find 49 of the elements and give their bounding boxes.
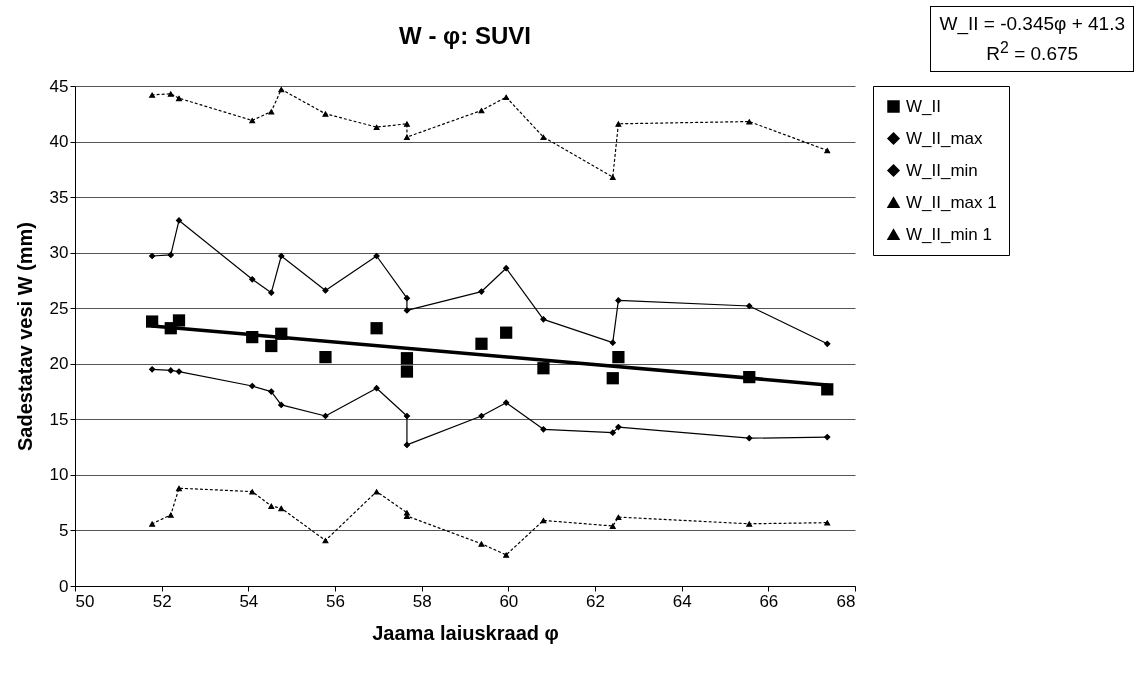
y-tick-label: 15 — [49, 409, 69, 429]
point — [172, 314, 186, 327]
y-tick-label: 10 — [49, 465, 69, 485]
text: W_II = -0.345φ + 41.3 — [939, 12, 1125, 37]
y-tick-label: 0 — [59, 576, 69, 596]
point — [400, 352, 414, 365]
x-tick-label: 68 — [836, 591, 856, 611]
legend-label: W_II_min — [906, 160, 978, 180]
text: R$^{2}$ = 0.675 — [985, 37, 1080, 66]
point — [540, 315, 547, 323]
y-axis-title: Sadestatav vesi W (mm) — [13, 222, 36, 451]
legend-label: W_II — [906, 96, 941, 116]
x-tick-label: 66 — [759, 591, 779, 611]
point — [537, 362, 550, 375]
x-tick-label: 64 — [672, 591, 692, 611]
point — [540, 425, 547, 433]
y-tick-label: 30 — [49, 243, 69, 263]
x-tick-label: 60 — [499, 591, 519, 611]
point — [475, 337, 488, 350]
x-tick-label: 56 — [326, 591, 345, 611]
x-tick-label: 58 — [412, 591, 432, 611]
chart-title: W - φ: SUVI — [399, 22, 531, 49]
point — [265, 339, 278, 353]
point — [540, 134, 547, 141]
x-tick-label: 52 — [152, 591, 172, 611]
y-tick-label: 5 — [59, 520, 69, 540]
y-tick-label: 20 — [49, 354, 69, 374]
y-tick-label: 45 — [49, 76, 69, 96]
y-tick-label: 40 — [49, 132, 69, 152]
x-axis-title: Jaama laiuskraad φ — [372, 621, 559, 644]
legend-label: W_II_max — [906, 128, 984, 148]
x-tick-label: 50 — [75, 591, 95, 611]
point — [615, 297, 622, 304]
legend-label: W_II_min 1 — [906, 224, 992, 244]
y-tick-label: 25 — [49, 298, 69, 318]
point — [612, 350, 625, 364]
point — [400, 365, 414, 378]
point — [319, 350, 332, 364]
point — [373, 124, 380, 131]
x-tick-label: 54 — [239, 591, 259, 611]
point — [478, 288, 485, 295]
point — [615, 514, 622, 521]
point — [500, 326, 513, 339]
point — [322, 287, 329, 294]
legend-label: W_II_max 1 — [906, 192, 997, 212]
point — [370, 322, 383, 335]
y-tick-label: 35 — [49, 187, 69, 207]
point — [606, 372, 619, 385]
x-tick-label: 62 — [586, 591, 605, 611]
